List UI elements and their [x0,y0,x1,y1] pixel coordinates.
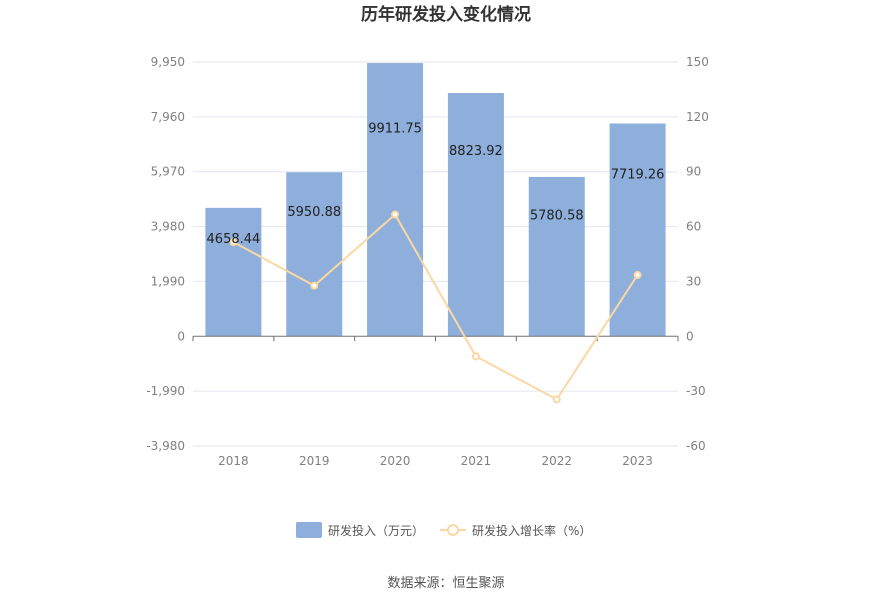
chart-title: 历年研发投入变化情况 [361,4,531,25]
y-left-tick-label: 5,970 [151,165,185,179]
legend-bar-swatch [296,522,322,538]
line-series [229,210,642,404]
y-right-tick-label: 60 [686,220,701,234]
x-tick-label: 2018 [218,454,249,468]
bar [367,63,424,337]
bar-labels: 4658.44 5950.88 9911.75 8823.92 5780.58 7719.… [207,121,665,247]
y-left-tick-label: -1,990 [146,384,185,398]
y-right-tick-label: 120 [686,110,709,124]
y-left-tick-label: 7,960 [151,110,185,124]
y-left-tick-label: 9,950 [151,55,185,69]
bar-value-label: 8823.92 [449,144,503,159]
right-axis: 150 120 90 60 30 0 -30 -60 [686,55,709,453]
y-right-tick-label: -60 [686,439,706,453]
left-axis: 9,950 7,960 5,970 3,980 1,990 0 -1,990 -3,980 [146,55,185,453]
bar-value-label: 9911.75 [368,121,422,136]
y-right-tick-label: 90 [686,165,701,179]
growth-point [552,395,561,404]
y-left-tick-label: -3,980 [146,439,185,453]
growth-point [229,238,238,247]
y-left-tick-label: 1,990 [151,274,185,288]
y-left-tick-label: 3,980 [151,220,185,234]
growth-point [391,210,400,219]
bar-value-label: 5780.58 [530,208,584,223]
grid [193,61,678,447]
bar-series [205,63,666,337]
x-tick-label: 2019 [299,454,330,468]
source-note: 数据来源：恒生聚源 [387,576,504,591]
x-axis: 2018 2019 2020 2021 2022 2023 [192,335,679,468]
growth-line [232,212,639,401]
legend-item-bar[interactable]: 研发投入（万元） [296,522,424,538]
bar-value-label: 7719.26 [611,167,665,182]
growth-point [471,352,480,361]
bar [286,172,343,337]
bar-value-label: 4658.44 [207,232,261,247]
legend: 研发投入（万元） 研发投入增长率（%） [296,522,591,538]
x-tick-label: 2023 [622,454,653,468]
legend-bar-label: 研发投入（万元） [328,523,424,538]
y-right-tick-label: 0 [686,329,694,343]
bar [205,207,262,337]
bar [447,93,504,337]
growth-point [633,271,642,280]
legend-line-label: 研发投入增长率（%） [472,523,591,538]
bar [528,176,585,337]
legend-line-marker [447,524,459,536]
x-tick-label: 2020 [380,454,411,468]
bar-value-label: 5950.88 [287,205,341,220]
legend-item-line[interactable]: 研发投入增长率（%） [440,523,591,538]
y-right-tick-label: -30 [686,384,706,398]
x-tick-label: 2022 [541,454,572,468]
growth-point [310,281,319,290]
y-right-tick-label: 150 [686,55,709,69]
y-right-tick-label: 30 [686,274,701,288]
bar [609,123,666,337]
y-left-tick-label: 0 [177,329,185,343]
x-tick-label: 2021 [461,454,492,468]
